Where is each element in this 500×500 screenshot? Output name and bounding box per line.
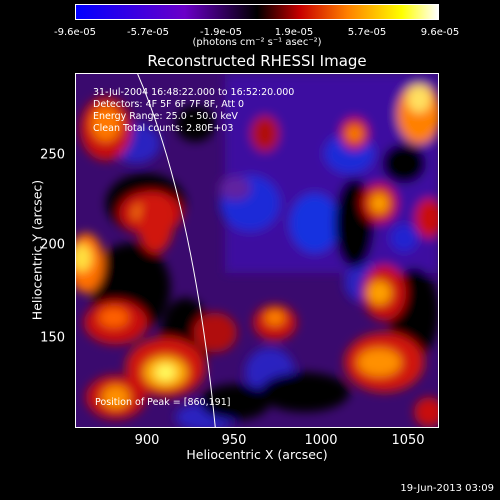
info-energy-range: Energy Range: 25.0 - 50.0 keV — [93, 111, 238, 122]
colorbar-tick: 5.7e-05 — [347, 27, 387, 38]
x-tick-label: 1050 — [391, 433, 425, 448]
y-tick-label: 150 — [40, 330, 65, 346]
colorbar-tick: 9.6e-05 — [420, 27, 460, 38]
colorbar-tick: -5.7e-05 — [127, 27, 169, 38]
colorbar-tick: 1.9e-05 — [274, 27, 314, 38]
image-title: Reconstructed RHESSI Image — [147, 52, 367, 70]
colorbar — [75, 4, 439, 20]
rhessi-image — [75, 73, 439, 428]
info-detectors: Detectors: 4F 5F 6F 7F 8F, Att 0 — [93, 99, 245, 110]
y-axis-label: Heliocentric Y (arcsec) — [29, 179, 45, 321]
x-axis-label: Heliocentric X (arcsec) — [186, 447, 328, 462]
x-tick-label: 900 — [134, 433, 160, 448]
peak-position: Position of Peak = [860,191] — [95, 397, 231, 408]
colorbar-tick: -1.9e-05 — [200, 27, 242, 38]
colorbar-unit: (photons cm⁻² s⁻¹ asec⁻²) — [192, 37, 322, 48]
info-counts: Clean Total counts: 2.80E+03 — [93, 123, 234, 134]
colorbar-tick: -9.6e-05 — [54, 27, 96, 38]
info-time-range: 31-Jul-2004 16:48:22.000 to 16:52:20.000 — [93, 87, 295, 98]
y-tick-label: 250 — [40, 147, 65, 163]
x-tick-label: 1000 — [304, 433, 338, 448]
x-tick-label: 950 — [221, 433, 247, 448]
footer-timestamp: 19-Jun-2013 03:09 — [400, 483, 494, 494]
y-tick-label: 200 — [40, 237, 65, 253]
